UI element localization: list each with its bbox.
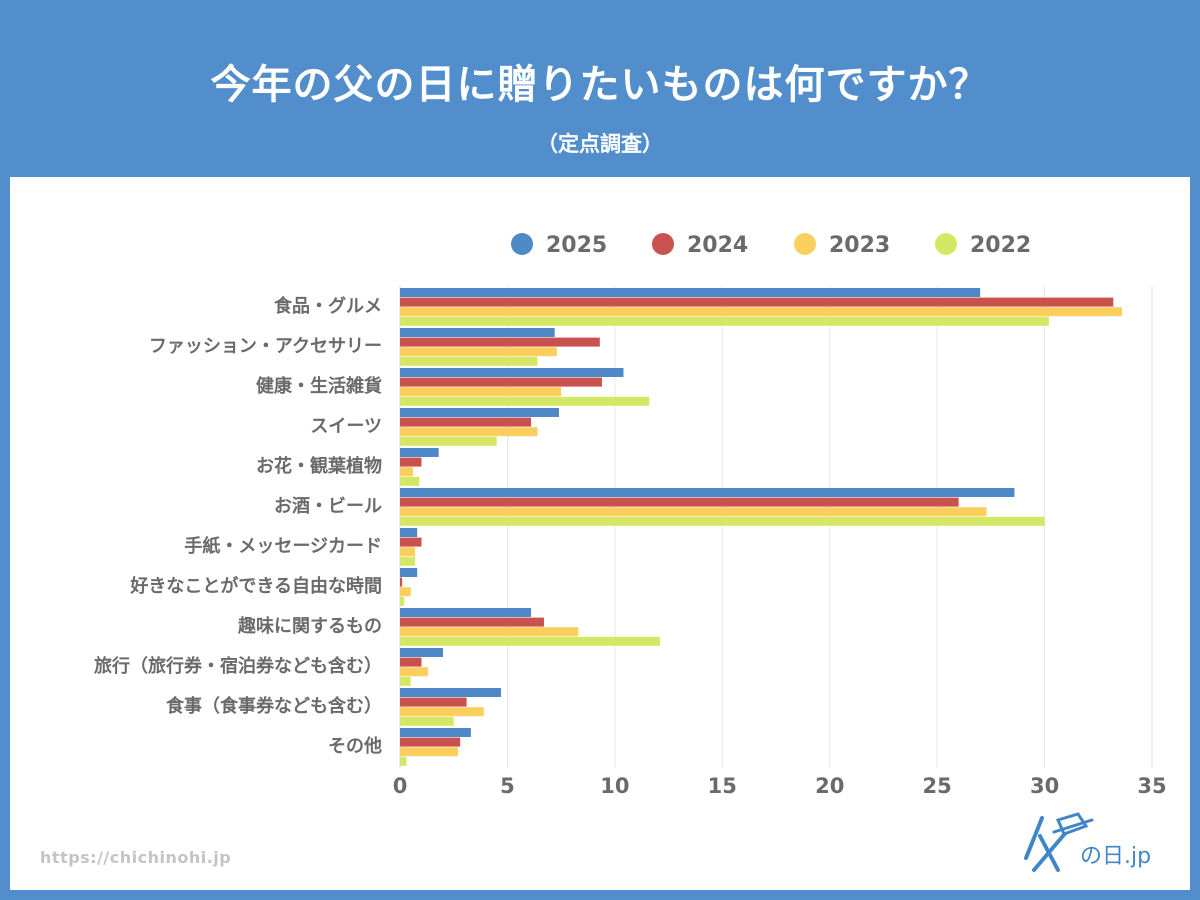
bar-2023-4 xyxy=(400,467,413,477)
bar-2023-5 xyxy=(400,507,987,517)
bar-2025-2 xyxy=(400,368,624,377)
category-label: その他 xyxy=(328,735,382,757)
category-label: 好きなことができる自由な時間 xyxy=(129,575,382,597)
bar-2024-11 xyxy=(400,737,461,747)
legend-marker-2022 xyxy=(935,233,957,255)
x-tick-label: 5 xyxy=(500,774,515,798)
bar-2022-4 xyxy=(400,476,420,486)
category-label: 旅行（旅行券・宿泊券なども含む） xyxy=(94,655,382,677)
bar-2024-9 xyxy=(400,657,422,667)
bar-2022-0 xyxy=(400,316,1049,326)
bar-2022-10 xyxy=(400,716,454,726)
bar-2023-8 xyxy=(400,627,579,637)
bar-2023-11 xyxy=(400,747,459,757)
category-label: ファッション・アクセサリー xyxy=(149,336,382,357)
bar-2022-2 xyxy=(400,396,650,406)
gridlines xyxy=(399,286,1153,768)
category-label: 食品・グルメ xyxy=(273,295,382,317)
bar-2022-5 xyxy=(400,516,1045,526)
page-title: 今年の父の日に贈りたいものは何ですか？ xyxy=(210,62,990,108)
bar-2024-8 xyxy=(400,617,544,627)
bar-2025-5 xyxy=(400,488,1015,497)
bar-2023-0 xyxy=(400,307,1122,317)
bar-2024-10 xyxy=(400,697,467,707)
bar-2025-8 xyxy=(400,608,532,617)
x-tick-label: 20 xyxy=(815,774,844,798)
category-label: お酒・ビール xyxy=(274,495,382,517)
bar-2023-7 xyxy=(400,587,411,597)
bar-2024-4 xyxy=(400,457,422,467)
bar-2024-5 xyxy=(400,497,959,507)
legend-label-2023: 2023 xyxy=(829,233,890,258)
bar-2023-9 xyxy=(400,667,428,677)
bar-2022-11 xyxy=(400,756,407,766)
category-label: 趣味に関するもの xyxy=(237,616,382,637)
bar-2022-6 xyxy=(400,556,416,566)
x-tick-label: 15 xyxy=(708,774,737,798)
bar-2023-6 xyxy=(400,547,416,557)
x-tick-label: 25 xyxy=(923,774,952,798)
bar-2025-7 xyxy=(400,568,418,577)
bar-2023-10 xyxy=(400,707,484,717)
bar-2025-4 xyxy=(400,448,439,457)
bar-2022-7 xyxy=(400,596,405,606)
category-label: 健康・生活雑貨 xyxy=(256,375,382,397)
legend-marker-2025 xyxy=(511,233,533,255)
legend-label-2022: 2022 xyxy=(970,233,1031,258)
x-tick-label: 10 xyxy=(600,774,629,798)
bar-2024-1 xyxy=(400,337,600,347)
bar-2024-7 xyxy=(400,577,403,587)
site-url: https://chichinohi.jp xyxy=(40,848,232,867)
legend-marker-2024 xyxy=(652,233,674,255)
bars xyxy=(400,288,1122,766)
bar-2025-9 xyxy=(400,648,443,657)
bar-2025-3 xyxy=(400,408,559,417)
bar-2025-11 xyxy=(400,728,471,737)
bar-2024-2 xyxy=(400,377,602,387)
bar-2023-1 xyxy=(400,347,557,357)
legend-label-2024: 2024 xyxy=(687,233,748,258)
category-label: 食事（食事券なども含む） xyxy=(165,695,382,717)
bar-2022-9 xyxy=(400,676,411,686)
x-tick-label: 0 xyxy=(393,774,408,798)
x-axis-ticks: 0 5 10 15 20 25 30 35 xyxy=(393,774,1167,798)
category-label: スイーツ xyxy=(310,416,382,437)
bar-2022-8 xyxy=(400,636,660,646)
legend: 2025 2024 2023 2022 xyxy=(511,233,1031,258)
bar-2023-3 xyxy=(400,427,538,437)
bar-2025-1 xyxy=(400,328,555,337)
bar-2024-3 xyxy=(400,417,532,427)
bar-2025-6 xyxy=(400,528,418,537)
x-tick-label: 35 xyxy=(1137,774,1166,798)
bar-2024-0 xyxy=(400,297,1114,307)
x-tick-label: 30 xyxy=(1030,774,1059,798)
page-subtitle: （定点調査） xyxy=(537,132,663,156)
bar-2024-6 xyxy=(400,537,422,547)
category-labels: 食品・グルメファッション・アクセサリー健康・生活雑貨スイーツお花・観葉植物お酒・… xyxy=(94,295,382,757)
category-label: 手紙・メッセージカード xyxy=(184,535,382,557)
bar-2025-10 xyxy=(400,688,501,697)
bar-2022-1 xyxy=(400,356,538,366)
legend-marker-2023 xyxy=(794,233,816,255)
father-hat-logo-icon xyxy=(1024,812,1094,872)
legend-label-2025: 2025 xyxy=(546,233,607,258)
bar-2025-0 xyxy=(400,288,981,297)
bar-2022-3 xyxy=(400,436,497,446)
category-label: お花・観葉植物 xyxy=(256,455,382,477)
logo-text: の日.jp xyxy=(1080,844,1152,869)
bar-2023-2 xyxy=(400,387,562,397)
